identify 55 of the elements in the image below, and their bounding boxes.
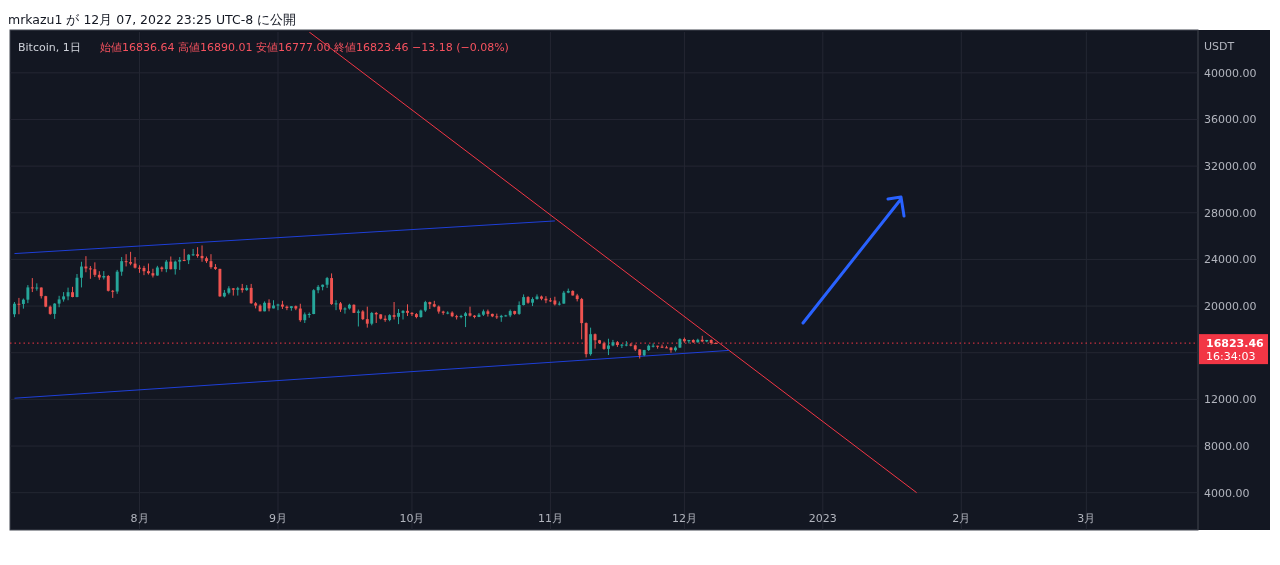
candlestick: [593, 332, 597, 350]
candlestick: [343, 306, 347, 315]
candlestick: [115, 269, 119, 295]
candlestick: [307, 311, 311, 319]
x-tick-label: 3月: [1077, 512, 1096, 525]
y-tick-label: 28000.00: [1204, 206, 1257, 220]
candlestick: [124, 253, 128, 267]
candlestick: [30, 277, 34, 293]
candlestick: [589, 327, 593, 357]
candlestick: [620, 343, 624, 349]
candlestick: [459, 314, 463, 319]
candlestick: [249, 283, 253, 305]
y-tick-label: 24000.00: [1204, 253, 1257, 267]
candlestick: [88, 265, 92, 280]
candlestick: [196, 246, 200, 259]
candlestick: [35, 282, 39, 292]
text: 始値16836.64 高値16890.01 安値16777.00 終値16823.46 −13.18 (−0.08%): [100, 41, 509, 54]
x-tick-label: 9月: [268, 512, 287, 525]
y-tick-label: 36000.00: [1204, 113, 1257, 127]
x-tick-label: 2023: [808, 512, 837, 525]
candlestick: [57, 295, 61, 308]
text: mrkazu1 が 12月 07, 2022 23:25 UTC-8 に公開: [8, 12, 297, 27]
y-tick-label: 32000.00: [1204, 159, 1257, 173]
text: 16:34:03: [1206, 350, 1256, 364]
y-tick-label: 8000.00: [1204, 439, 1250, 453]
candlestick: [93, 261, 97, 278]
candlestick: [191, 248, 195, 257]
candlestick: [66, 287, 70, 301]
x-tick-label: 10月: [399, 512, 425, 525]
candlestick: [611, 339, 615, 347]
candlestick: [26, 284, 30, 304]
y-tick-label: 12000.00: [1204, 393, 1257, 407]
candlestick: [651, 342, 655, 348]
x-tick-label: 8月: [130, 512, 149, 525]
candlestick: [151, 268, 155, 278]
ref-line-label: 16823.46: [1206, 337, 1265, 351]
x-tick-label: 12月: [671, 512, 697, 525]
candlestick: [365, 306, 369, 329]
candlestick: [80, 261, 83, 288]
candlestick: [312, 288, 316, 315]
candlestick: [392, 301, 396, 320]
y-tick-label: 20000.00: [1204, 299, 1257, 313]
y-axis-title: USDT: [1204, 40, 1235, 53]
x-tick-label: 11月: [537, 512, 563, 525]
candlestick: [486, 309, 490, 318]
y-tick-label: 40000.00: [1204, 66, 1257, 80]
x-tick-label: 2月: [952, 512, 971, 525]
candlestick: [477, 312, 481, 318]
candlestick: [298, 303, 302, 323]
candlestick: [133, 256, 137, 270]
candlestick: [182, 248, 186, 262]
y-tick-label: 4000.00: [1204, 486, 1250, 500]
candlestick: [120, 256, 124, 277]
candlestick: [17, 297, 21, 315]
text: Bitcoin, 1日: [18, 41, 81, 54]
